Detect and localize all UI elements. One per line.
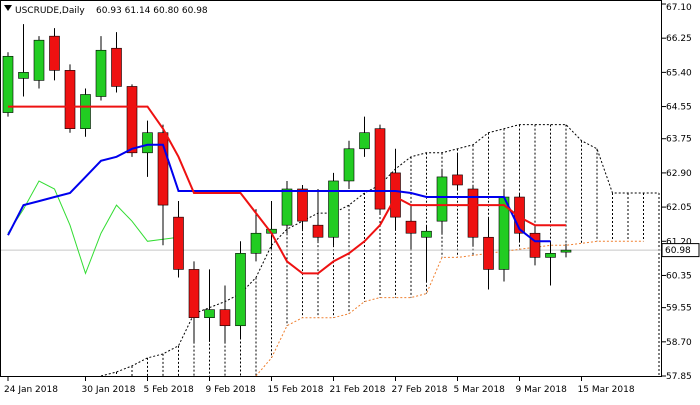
bear-candle-body [111, 47, 122, 87]
y-tick-label: 60.35 [666, 271, 692, 281]
x-tick-label: 30 Jan 2018 [82, 385, 136, 395]
x-tick-label: 24 Jan 2018 [4, 385, 58, 395]
bear-candle-body [157, 132, 169, 206]
y-tick-label: 62.05 [666, 203, 692, 213]
bear-candle-body [514, 196, 525, 234]
bear-candle-body [126, 86, 138, 154]
bear-candle-body [49, 35, 60, 71]
bull-candle-body [142, 132, 153, 154]
bull-candle-body [18, 72, 29, 79]
y-tick-label: 62.90 [666, 169, 692, 179]
y-tick-label: 63.75 [666, 135, 692, 145]
price-axis: 67.10 66.25 65.40 64.55 63.75 62.90 62.05 61.20… [662, 3, 692, 382]
bear-candle-body [173, 216, 184, 270]
time-axis: 24 Jan 2018 30 Jan 2018 5 Feb 2018 9 Feb 20… [4, 377, 635, 395]
y-tick-label: 57.85 [666, 372, 692, 382]
bear-candle-body [483, 236, 494, 270]
current-price-tag: 60.98 [661, 243, 700, 258]
chikou-span-group [7, 180, 179, 275]
bear-candle-body [467, 188, 479, 238]
bear-candle-body [312, 224, 324, 238]
bull-candle-body [33, 39, 45, 81]
ohlc-values: 60.93 61.14 60.80 60.98 [96, 6, 208, 16]
bull-candle-body [95, 49, 107, 97]
y-tick-label: 58.70 [666, 338, 692, 348]
senkou-span-a-line [255, 240, 644, 377]
bull-candle-body [2, 55, 14, 113]
bear-candle-body [188, 269, 200, 318]
symbol-marker-icon [4, 5, 12, 11]
x-tick-label: 5 Feb 2018 [144, 385, 195, 395]
bull-candle-body [204, 309, 215, 318]
y-tick-label: 59.55 [666, 304, 692, 314]
x-tick-label: 15 Feb 2018 [268, 385, 324, 395]
bull-candle-body [80, 94, 91, 129]
bull-candle-body [560, 249, 572, 253]
bear-candle-body [405, 220, 417, 234]
x-tick-label: 15 Mar 2018 [578, 385, 635, 395]
bull-candle-body [359, 132, 370, 150]
senkou-spans [100, 124, 659, 377]
candles [2, 24, 572, 342]
bear-candle-body [452, 174, 463, 186]
chart-header: USCRUDE,Daily 60.93 61.14 60.80 60.98 [4, 5, 208, 16]
y-tick-label: 65.40 [666, 68, 692, 78]
bear-candle-body [529, 232, 541, 258]
bull-candle-body [235, 253, 246, 327]
x-tick-label: 9 Mar 2018 [516, 385, 568, 395]
x-tick-label: 9 Feb 2018 [206, 385, 257, 395]
kijun-sen-line [7, 143, 551, 243]
bull-candle-body [421, 230, 432, 238]
bear-candle-body [390, 172, 401, 218]
bear-candle-body [374, 128, 386, 210]
y-tick-label: 61.20 [666, 237, 692, 247]
x-tick-label: 21 Feb 2018 [330, 385, 386, 395]
bull-candle-body [328, 180, 339, 238]
x-tick-label: 27 Feb 2018 [392, 385, 448, 395]
plot-frame [0, 0, 662, 377]
bull-candle-body [250, 232, 262, 254]
tenkan-sen-line [8, 105, 566, 275]
y-tick-label: 64.55 [666, 103, 692, 113]
bear-candle-body [219, 309, 231, 327]
y-tick-label: 66.25 [666, 34, 692, 44]
current-price-tag-box [661, 243, 700, 258]
bear-candle-body [64, 70, 76, 129]
bull-candle-body [545, 253, 556, 258]
x-tick-label: 5 Mar 2018 [454, 385, 506, 395]
current-price-label: 60.98 [665, 246, 691, 256]
y-tick-label: 67.10 [666, 3, 692, 13]
bull-candle-body [281, 188, 293, 226]
bear-candle-body [297, 188, 308, 222]
bull-candle-body [343, 148, 355, 182]
bull-candle-body [436, 176, 448, 222]
tenkan-kijun-lines [7, 105, 566, 275]
chikou-span-line [7, 180, 179, 275]
symbol-title: USCRUDE,Daily [15, 6, 85, 16]
